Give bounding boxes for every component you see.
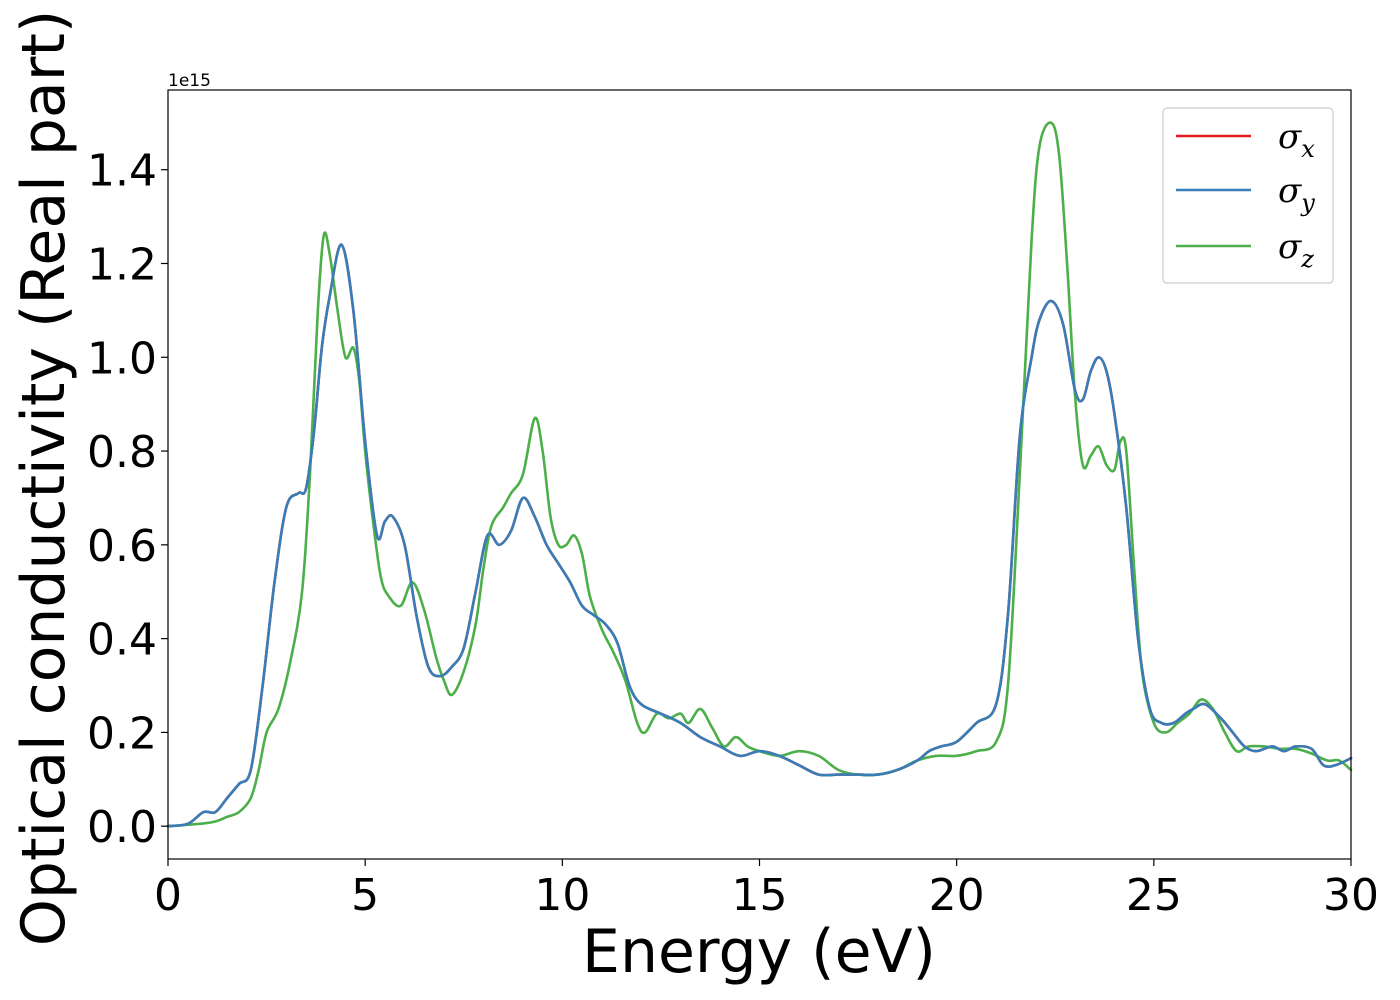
x-tick-label: 25	[1126, 870, 1182, 921]
y-tick-label: 1.0	[87, 333, 157, 384]
legend: σx σy σz	[1162, 107, 1334, 284]
x-axis-title: Energy (eV)	[582, 917, 936, 987]
legend-label-sigma-x: σx	[1278, 117, 1315, 163]
x-tick-label: 0	[154, 870, 182, 921]
legend-symbol-sigma-z: σ	[1278, 227, 1302, 267]
series-line-sigma-y	[166, 243, 1353, 828]
legend-symbol-sigma-x: σ	[1278, 117, 1302, 157]
y-tick-label: 0.0	[87, 802, 157, 853]
y-tick-label: 0.6	[87, 521, 157, 572]
x-tick-label: 5	[351, 870, 379, 921]
y-tick-label: 0.4	[87, 615, 157, 666]
legend-subscript-x: x	[1301, 135, 1315, 163]
y-tick-label: 0.2	[87, 708, 157, 759]
x-tick-label: 30	[1323, 870, 1379, 921]
legend-subscript-y: y	[1300, 189, 1315, 217]
legend-symbol-sigma-y: σ	[1278, 171, 1302, 211]
legend-entry-sigma-x: σx	[1176, 117, 1315, 163]
x-tick-label: 10	[534, 870, 590, 921]
y-tick-label: 0.8	[87, 427, 157, 478]
series-line-sigma-z	[166, 121, 1353, 828]
x-axis-ticks: 0 5 10 15 20 25 30	[154, 859, 1379, 921]
legend-entry-sigma-y: σy	[1176, 171, 1315, 217]
y-offset-label: 1e15	[168, 71, 211, 91]
y-tick-label: 1.4	[87, 146, 157, 197]
legend-entry-sigma-z: σz	[1176, 227, 1314, 273]
legend-label-sigma-z: σz	[1278, 227, 1314, 273]
y-tick-label: 1.2	[87, 239, 157, 290]
y-axis-title: Optical conductivity (Real part)	[9, 10, 79, 947]
legend-subscript-z: z	[1300, 245, 1314, 273]
x-tick-label: 15	[732, 870, 788, 921]
y-axis-ticks: 0.0 0.2 0.4 0.6 0.8 1.0 1.2 1.4	[87, 146, 168, 853]
x-tick-label: 20	[929, 870, 985, 921]
series-layer	[166, 121, 1353, 828]
legend-frame	[1162, 107, 1334, 284]
legend-label-sigma-y: σy	[1278, 171, 1315, 217]
plot-frame	[167, 89, 1352, 860]
